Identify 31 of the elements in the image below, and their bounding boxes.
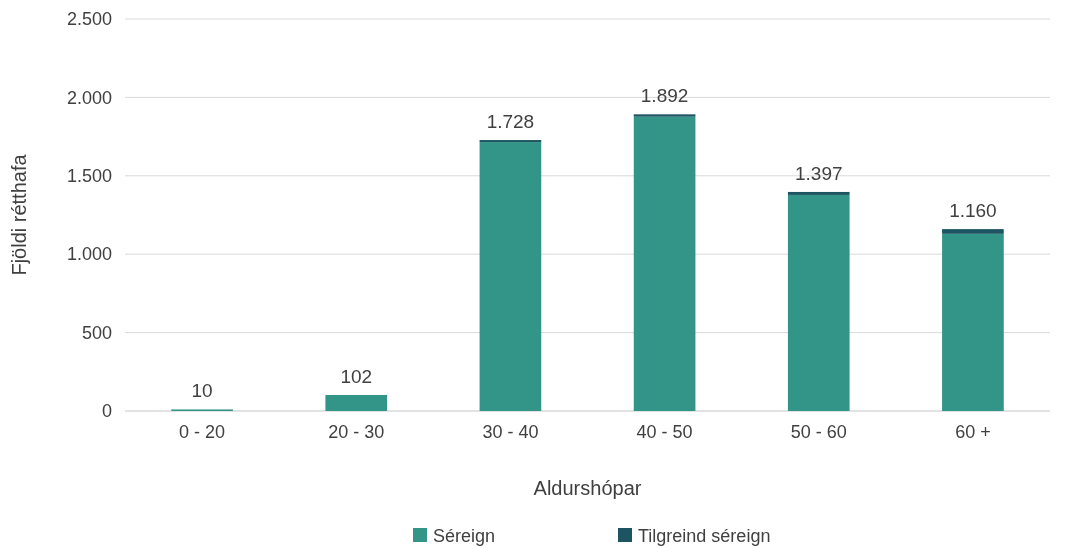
y-tick-label: 2.000: [66, 87, 112, 108]
x-tick-label: 30 - 40: [482, 421, 539, 442]
bar: [787, 191, 850, 195]
bar: [479, 140, 542, 143]
total-label: 1.397: [794, 162, 843, 184]
y-axis-title: Fjöldi rétthafa: [8, 153, 30, 276]
bar: [942, 229, 1004, 234]
total-label: 10: [191, 380, 213, 402]
bar: [325, 395, 388, 411]
x-tick-label: 50 - 60: [790, 421, 847, 442]
y-tick-label: 500: [81, 322, 112, 343]
x-tick-label: 60 +: [955, 421, 991, 442]
legend-label: Tilgreind séreign: [638, 526, 771, 546]
x-tick-label: 20 - 30: [328, 421, 385, 442]
total-label: 1.160: [949, 200, 997, 222]
total-label: 102: [340, 366, 373, 388]
bar: [633, 114, 696, 117]
bar: [942, 233, 1004, 411]
bar: [787, 194, 850, 411]
total-label: 1.728: [486, 111, 535, 133]
y-tick-label: 0: [101, 401, 112, 422]
y-tick-label: 1.000: [66, 244, 112, 265]
bar: [633, 116, 696, 411]
x-tick-label: 0 - 20: [179, 421, 226, 442]
x-axis-title: Aldurshópar: [533, 477, 642, 499]
x-tick-label: 40 - 50: [636, 421, 693, 442]
legend-label: Séreign: [433, 526, 496, 546]
y-tick-label: 2.500: [66, 9, 112, 30]
total-label: 1.892: [640, 85, 689, 107]
bar: [479, 142, 542, 411]
y-tick-label: 1.500: [66, 166, 112, 187]
